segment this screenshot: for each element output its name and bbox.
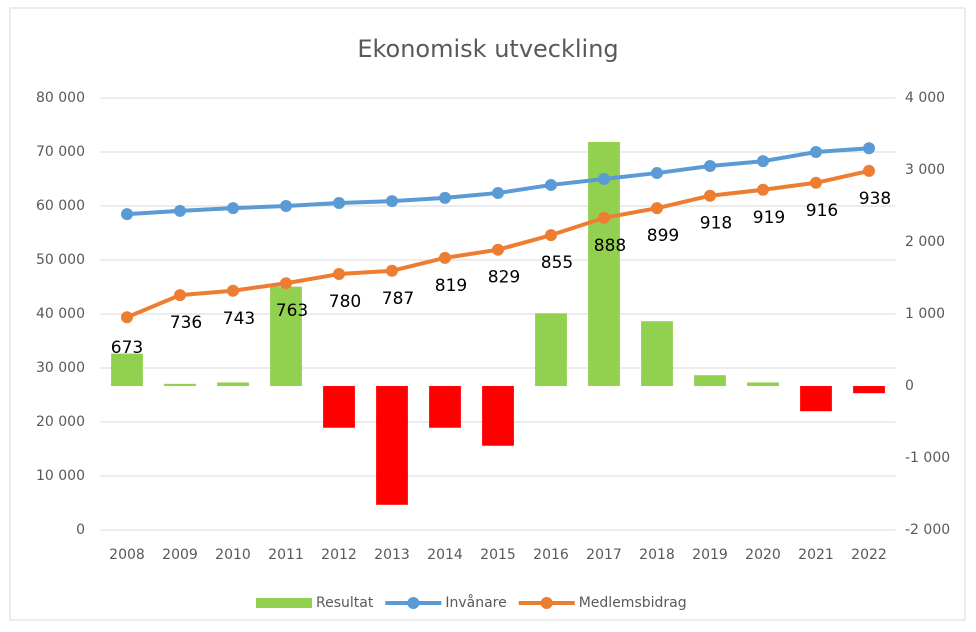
bar <box>323 386 355 428</box>
point <box>651 167 663 180</box>
point <box>439 191 451 204</box>
y2-tick-label: 2 000 <box>905 234 945 250</box>
bar <box>535 313 567 386</box>
point <box>174 204 186 217</box>
point <box>863 164 875 177</box>
x-tick-label: 2018 <box>639 547 675 563</box>
data-label: 787 <box>382 289 414 309</box>
x-tick-label: 2014 <box>427 547 463 563</box>
data-label: 673 <box>111 338 143 358</box>
point <box>651 202 663 215</box>
data-label: 888 <box>594 236 626 256</box>
bar <box>270 286 302 386</box>
x-tick-label: 2016 <box>533 547 569 563</box>
point <box>333 268 345 281</box>
point <box>598 211 610 224</box>
data-label: 780 <box>329 292 361 312</box>
point <box>757 183 769 196</box>
y2-tick-label: 0 <box>905 378 914 394</box>
bar <box>111 353 143 386</box>
data-label: 918 <box>700 214 732 234</box>
x-tick-label: 2013 <box>374 547 410 563</box>
y-tick-label: 40 000 <box>36 306 85 322</box>
point <box>810 146 822 158</box>
x-tick-label: 2017 <box>586 547 622 563</box>
x-tick-label: 2012 <box>321 547 357 563</box>
y2-tick-label: -1 000 <box>905 450 950 466</box>
point <box>704 189 716 202</box>
bar <box>376 386 408 505</box>
bar <box>747 382 779 386</box>
y2-tick-label: 4 000 <box>905 90 945 106</box>
data-label: 919 <box>753 208 785 228</box>
y2-tick-label: -2 000 <box>905 522 950 538</box>
point <box>492 187 504 200</box>
point <box>439 251 451 264</box>
x-tick-label: 2009 <box>162 547 198 563</box>
y-tick-label: 0 <box>76 522 85 538</box>
x-tick-label: 2020 <box>745 547 781 563</box>
legend-swatch <box>407 597 420 609</box>
point <box>280 200 292 212</box>
point <box>121 311 133 324</box>
bar <box>429 386 461 428</box>
x-tick-label: 2008 <box>109 547 145 563</box>
chart-title: Ekonomisk utveckling <box>357 35 618 63</box>
x-tick-label: 2021 <box>798 547 834 563</box>
point <box>598 173 610 185</box>
point <box>386 195 398 208</box>
bar <box>694 375 726 386</box>
y-tick-label: 10 000 <box>36 468 85 484</box>
y2-tick-label: 3 000 <box>905 162 945 178</box>
legend-label: Invånare <box>445 594 506 611</box>
y-tick-label: 70 000 <box>36 144 85 160</box>
point <box>227 202 239 215</box>
data-label: 938 <box>859 189 891 209</box>
x-tick-label: 2015 <box>480 547 516 563</box>
point <box>810 176 822 189</box>
x-tick-label: 2019 <box>692 547 728 563</box>
data-label: 829 <box>488 268 520 288</box>
point <box>757 155 769 168</box>
bar <box>853 386 885 394</box>
x-tick-label: 2010 <box>215 547 251 563</box>
point <box>863 142 875 155</box>
legend-label: Resultat <box>316 595 374 611</box>
bar <box>800 386 832 412</box>
y-tick-label: 30 000 <box>36 360 85 376</box>
bar <box>641 321 673 386</box>
legend-swatch <box>256 598 312 608</box>
point <box>121 208 133 221</box>
point <box>704 160 716 173</box>
point <box>280 277 292 290</box>
bar <box>217 382 249 386</box>
point <box>227 284 239 297</box>
y2-tick-label: 1 000 <box>905 306 945 322</box>
data-label: 819 <box>435 276 467 296</box>
data-label: 899 <box>647 226 679 246</box>
point <box>386 264 398 277</box>
legend-label: Medlemsbidrag <box>579 595 687 611</box>
point <box>333 197 345 210</box>
point <box>492 243 504 256</box>
data-label: 855 <box>541 253 573 273</box>
point <box>545 229 557 242</box>
legend-swatch <box>540 597 553 609</box>
data-label: 916 <box>806 201 838 221</box>
y-tick-label: 80 000 <box>36 90 85 106</box>
data-label: 763 <box>276 301 308 321</box>
point <box>545 178 557 191</box>
data-label: 743 <box>223 309 255 329</box>
bar <box>164 383 196 386</box>
data-label: 736 <box>170 313 202 333</box>
x-tick-label: 2011 <box>268 547 304 563</box>
x-tick-label: 2022 <box>851 547 887 563</box>
y-tick-label: 60 000 <box>36 198 85 214</box>
point <box>174 289 186 302</box>
bar <box>482 386 514 446</box>
y-tick-label: 50 000 <box>36 252 85 268</box>
y-tick-label: 20 000 <box>36 414 85 430</box>
